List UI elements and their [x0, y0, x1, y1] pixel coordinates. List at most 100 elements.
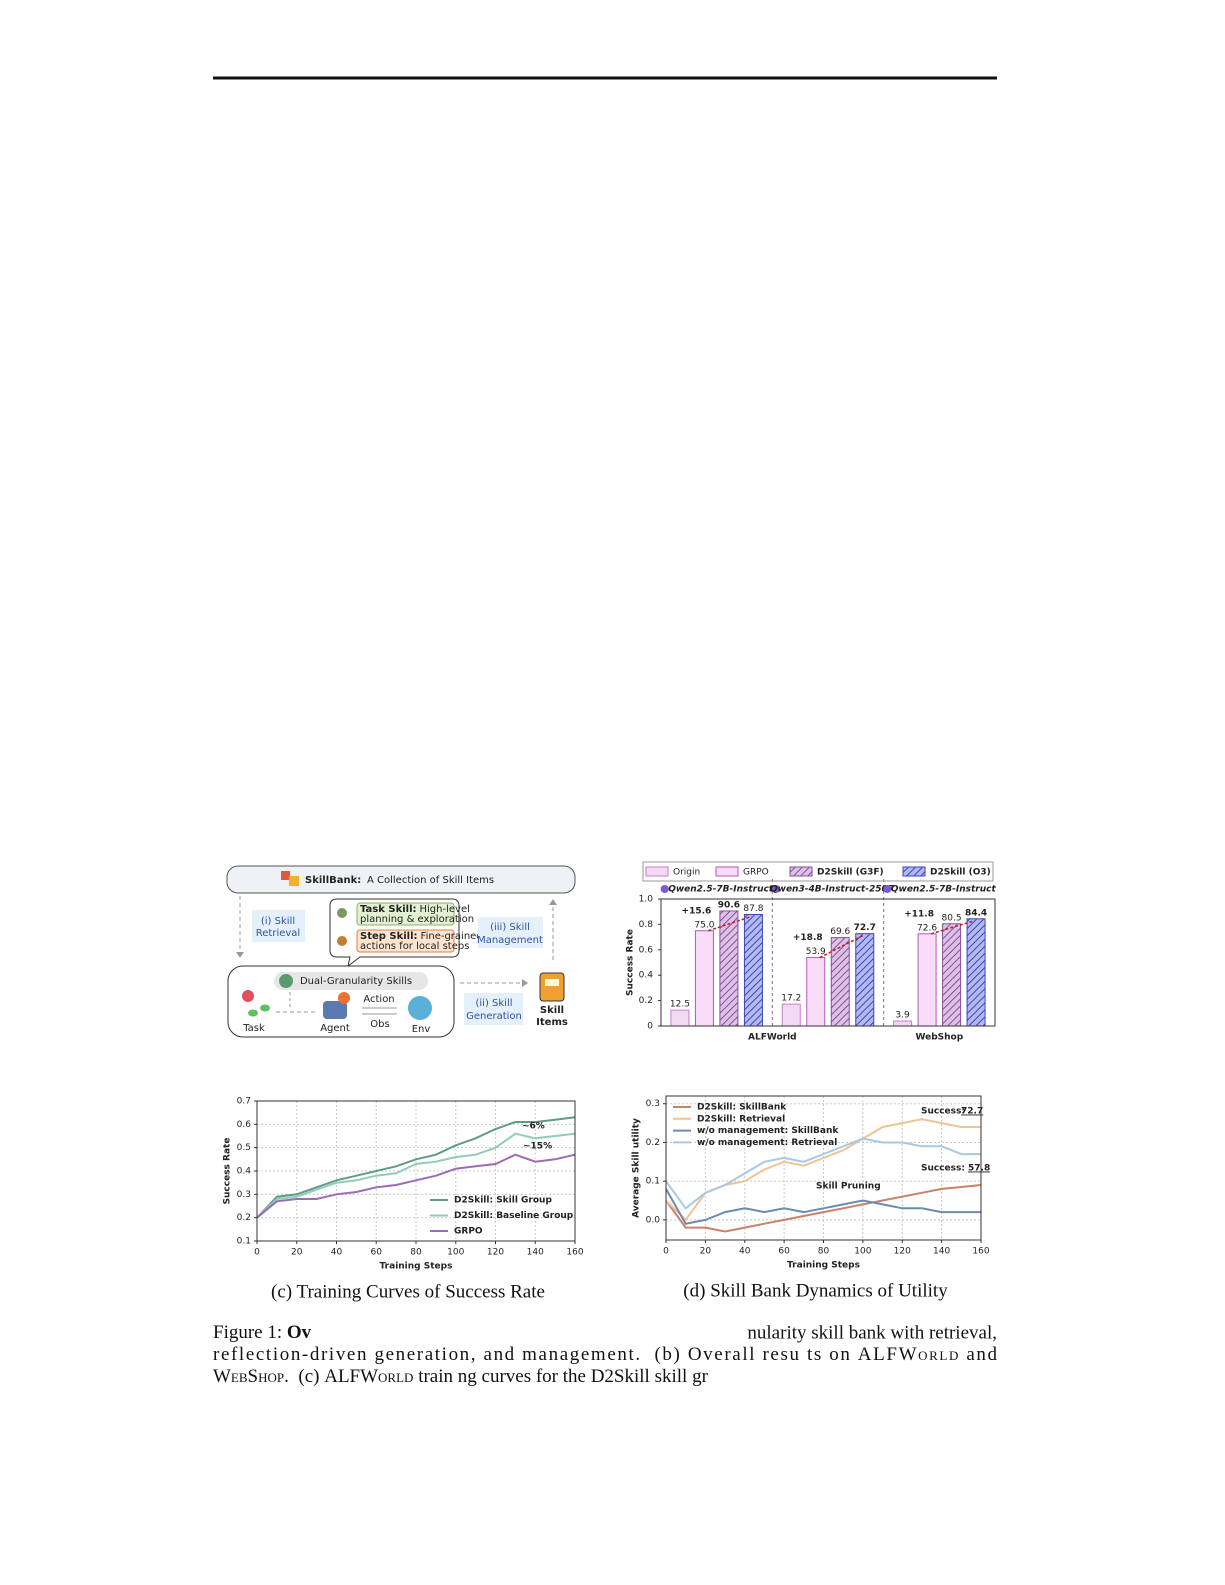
y-tick-label: 0 — [647, 1022, 653, 1032]
caption-text: . (c) — [284, 1366, 324, 1387]
value-label: 72.6 — [917, 923, 937, 933]
y-tick-label: 0.1 — [646, 1177, 660, 1187]
y-axis-label: Average Skill utility — [632, 1118, 642, 1218]
legend-label: GRPO — [454, 1227, 483, 1237]
x-tick-label: 80 — [818, 1247, 830, 1257]
x-tick-label: 60 — [778, 1247, 790, 1257]
bar — [855, 933, 875, 1027]
series-line — [665, 1137, 981, 1210]
env-label: Env — [412, 1024, 431, 1035]
x-tick-label: 120 — [487, 1248, 504, 1258]
series-line — [665, 1184, 982, 1233]
annotation: 72.7 — [961, 1107, 983, 1117]
legend-label: w/o management: SkillBank — [697, 1126, 839, 1136]
items-label: Items — [536, 1017, 568, 1028]
legend-swatch — [789, 866, 813, 877]
subcaption: (c) Training Curves of Success Rate — [271, 1281, 545, 1302]
x-tick-label: 140 — [527, 1248, 544, 1258]
legend-label: D2Skill: Skill Group — [454, 1196, 552, 1206]
y-tick-label: 0.6 — [639, 945, 654, 955]
y-axis-label: Success Rate — [223, 1138, 233, 1205]
task-skill-desc: planning & exploration — [360, 914, 474, 925]
icon — [337, 936, 347, 946]
legend-label: D2Skill: Retrieval — [697, 1114, 785, 1124]
step-label: Management — [477, 935, 543, 946]
x-tick-label: 140 — [933, 1247, 950, 1257]
legend-swatch — [645, 866, 669, 877]
env-icon — [408, 996, 432, 1020]
category-label: Qwen2.5-7B-Instruct — [891, 885, 997, 895]
bar — [806, 957, 826, 1027]
step-label: (iii) Skill — [490, 922, 530, 933]
dual-pill — [274, 972, 428, 990]
bar — [893, 1020, 913, 1027]
legend-label: Origin — [673, 868, 700, 878]
caption-text: nularity skill bank with retrieval, — [747, 1322, 997, 1343]
icon — [337, 908, 347, 918]
value-label: 87.8 — [743, 904, 763, 914]
annotation: Success: — [921, 1107, 965, 1117]
gain-arrow — [930, 920, 975, 935]
annotation: Success: — [921, 1164, 965, 1174]
bar — [942, 923, 962, 1027]
step-skill: Step Skill: Fine-grained — [360, 931, 483, 942]
y-tick-label: 0.2 — [237, 1213, 251, 1223]
task-skill-desc: High-level — [420, 904, 470, 915]
group-label: ALFWorld — [748, 1033, 797, 1043]
items-icon — [545, 979, 559, 986]
gain-label: +18.8 — [793, 933, 823, 943]
value-label: 75.0 — [694, 920, 714, 930]
step-box — [478, 917, 543, 948]
step-label: Retrieval — [256, 928, 300, 939]
bank-bold: SkillBank: — [305, 875, 361, 886]
y-tick-label: 0.3 — [646, 1099, 660, 1109]
caption-text: Ov — [287, 1322, 312, 1343]
legend-label: D2Skill (O3) — [930, 868, 991, 878]
task-skill-box — [356, 902, 455, 926]
step-box — [252, 910, 305, 942]
caption-text: WebShop — [213, 1366, 284, 1387]
y-tick-label: 0.8 — [639, 920, 654, 930]
legend-label: D2Skill: Baseline Group — [454, 1211, 574, 1221]
caption-text: reflection-driven generation, and manage… — [213, 1344, 856, 1365]
x-tick-label: 20 — [291, 1248, 303, 1258]
value-label: 84.4 — [965, 908, 987, 918]
icon — [279, 974, 293, 988]
step-skill-name: Step Skill: — [360, 931, 418, 942]
bank-icon — [289, 876, 299, 886]
series-line — [256, 1132, 576, 1219]
caption-text: ALFWorld — [858, 1344, 959, 1365]
items-icon — [539, 972, 565, 1002]
legend-label: GRPO — [743, 868, 769, 878]
y-tick-label: 0.6 — [237, 1120, 252, 1130]
caption-line: reflection-driven generation, and manage… — [213, 1344, 998, 1365]
gain-label: +11.8 — [904, 909, 934, 919]
bar — [670, 1009, 690, 1027]
task-skill-name: Task Skill: — [360, 904, 417, 915]
caption-text: ALFWorld — [324, 1366, 413, 1387]
step-skill-box — [356, 929, 455, 953]
legend-box — [642, 861, 994, 882]
legend-label: D2Skill (G3F) — [817, 868, 884, 878]
dual-label: Dual-Granularity Skills — [300, 976, 412, 987]
plot-frame — [660, 898, 996, 1027]
bank-title: A Collection of Skill Items — [367, 875, 494, 886]
arrow-head — [236, 952, 244, 958]
value-label: 12.5 — [670, 1000, 690, 1010]
step-label: Generation — [466, 1011, 522, 1022]
model-icon — [660, 885, 669, 893]
agent-label: Agent — [320, 1023, 350, 1034]
task-skill: Task Skill: High-level — [360, 904, 470, 915]
x-tick-label: 100 — [854, 1247, 871, 1257]
bank-icon — [281, 871, 290, 880]
gain-arrow — [708, 915, 752, 932]
value-label: 72.7 — [854, 923, 876, 933]
gain-label: +15.6 — [682, 906, 712, 916]
charts: Success Rate 0 0.2 0.4 0.6 0.8 1.0 Qwen2.5-7B-I… — [223, 861, 997, 1302]
task-icon — [248, 1009, 258, 1017]
arrow-head — [522, 979, 528, 987]
plot-frame — [665, 1095, 982, 1241]
y-tick-label: 0.3 — [237, 1190, 251, 1200]
agent-icon — [338, 992, 350, 1004]
